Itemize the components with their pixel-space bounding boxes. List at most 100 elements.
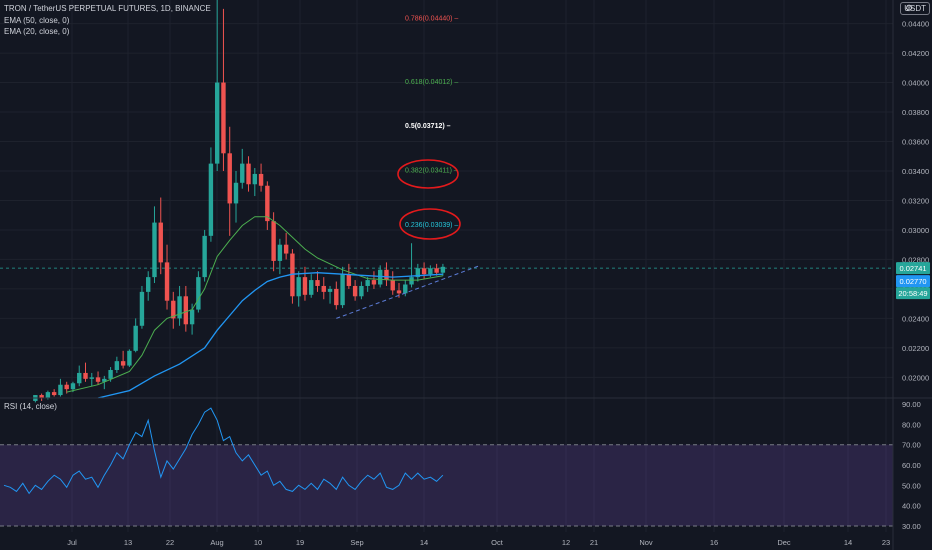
- candle-body: [277, 244, 283, 261]
- price-tick-label: 0.03400: [902, 167, 929, 176]
- candle-body: [321, 285, 326, 292]
- fib-levels: 0.786(0.04440) – 0.618(0.04012) – 0.5(0.03…: [405, 16, 458, 230]
- candle-body: [334, 288, 339, 306]
- ema50-line: [97, 272, 443, 399]
- price-tick-label: 0.04000: [902, 79, 929, 88]
- candle-body: [346, 274, 352, 286]
- candle-body: [158, 222, 163, 263]
- candle-body: [265, 185, 270, 222]
- rsi-tick-label: 40.00: [902, 502, 921, 511]
- candle-body: [227, 153, 232, 204]
- price-tick-label: 0.02800: [902, 255, 929, 264]
- time-tick-label: 14: [844, 538, 852, 547]
- candle-body: [440, 266, 446, 273]
- price-tick-label: 0.03800: [902, 108, 929, 117]
- ascending-trendline: [336, 264, 481, 319]
- candle-body: [340, 274, 345, 306]
- candle-body: [146, 277, 151, 292]
- trendline[interactable]: [336, 264, 481, 319]
- rsi-band: [0, 444, 893, 527]
- candle-body: [108, 369, 113, 379]
- time-tick-label: 12: [562, 538, 570, 547]
- candle-body: [114, 361, 120, 370]
- candle-body: [120, 361, 126, 366]
- ema20-line: [66, 216, 443, 393]
- grid: [0, 0, 893, 532]
- annotation-ellipse-upper[interactable]: [397, 159, 459, 189]
- fib-label: 0.236(0.03039) –: [405, 222, 458, 229]
- price-tick-label: 0.02400: [902, 314, 929, 323]
- gear-icon[interactable]: ⚙: [905, 3, 914, 13]
- time-tick-label: Jul: [67, 538, 77, 547]
- rsi-tick-label: 90.00: [902, 400, 921, 409]
- time-tick-label: 21: [590, 538, 598, 547]
- time-tick-label: Nov: [639, 538, 653, 547]
- candle-body: [290, 253, 295, 297]
- rsi-tick-label: 80.00: [902, 420, 921, 429]
- candle-body: [189, 309, 195, 325]
- candle-body: [283, 244, 289, 254]
- candle-body: [409, 277, 414, 285]
- candle-body: [221, 82, 226, 154]
- candle-body: [139, 291, 145, 326]
- candle-body: [258, 173, 264, 186]
- rsi-line: [3, 407, 444, 495]
- candle-body: [233, 182, 239, 204]
- candle-body: [64, 384, 69, 390]
- rsi-legend[interactable]: RSI (14, close): [4, 402, 57, 411]
- candle-body: [152, 222, 157, 278]
- ema20-legend[interactable]: EMA (20, close, 0): [4, 27, 70, 36]
- candle-body: [89, 377, 94, 379]
- candle-body: [95, 377, 101, 382]
- candle-body: [309, 280, 314, 295]
- candle-body: [415, 268, 421, 278]
- fib-label: 0.5(0.03712) –: [405, 123, 451, 130]
- price-tick-label: 0.04400: [902, 20, 929, 29]
- ema50-legend[interactable]: EMA (50, close, 0): [4, 16, 70, 25]
- rsi-band-fill: [0, 444, 893, 526]
- candle-body: [371, 280, 377, 285]
- price-tick-label: 0.03600: [902, 138, 929, 147]
- candle-body: [352, 285, 358, 297]
- candle-body: [434, 268, 439, 273]
- candle-body: [70, 383, 76, 390]
- candle-body: [127, 350, 132, 366]
- price-tick-label: 0.02200: [902, 344, 929, 353]
- candle-body: [171, 300, 176, 319]
- price-tick-label: 0.03000: [902, 226, 929, 235]
- candle-body: [51, 392, 57, 396]
- annotation-ellipse-lower[interactable]: [399, 208, 461, 240]
- candle-body: [315, 280, 320, 286]
- candle-body: [102, 378, 107, 382]
- candle-body: [327, 288, 333, 292]
- candle-body: [359, 285, 364, 297]
- candle-body: [246, 163, 251, 185]
- candle-body: [384, 269, 389, 281]
- candle-body: [390, 280, 395, 291]
- currency-badge[interactable]: USDT: [900, 2, 930, 15]
- countdown-tag: 20:58:49: [898, 289, 927, 298]
- time-tick-label: 23: [882, 538, 890, 547]
- candle-body: [214, 82, 220, 164]
- symbol-title[interactable]: TRON / TetherUS PERPETUAL FUTURES, 1D, B…: [4, 4, 211, 13]
- candle-body: [240, 163, 245, 183]
- fib-label: 0.618(0.04012) –: [405, 79, 458, 86]
- candle-body: [202, 235, 207, 278]
- time-tick-label: 13: [124, 538, 132, 547]
- candle-body: [183, 296, 189, 325]
- rsi-tick-label: 70.00: [902, 441, 921, 450]
- candle-body: [271, 221, 276, 261]
- candle-body: [403, 284, 408, 294]
- candle-body: [378, 269, 383, 285]
- candle-body: [45, 392, 51, 398]
- last-price-tag: 0.02741: [899, 264, 926, 273]
- candle-body: [77, 372, 82, 384]
- time-tick-label: Dec: [777, 538, 791, 547]
- annotations[interactable]: [397, 159, 461, 240]
- candle-body: [365, 280, 370, 286]
- price-tags: 0.02741 0.02770 20:58:49: [896, 262, 930, 300]
- rsi-series-line: [3, 407, 444, 495]
- candle-body: [177, 296, 182, 319]
- candle-body: [302, 277, 308, 295]
